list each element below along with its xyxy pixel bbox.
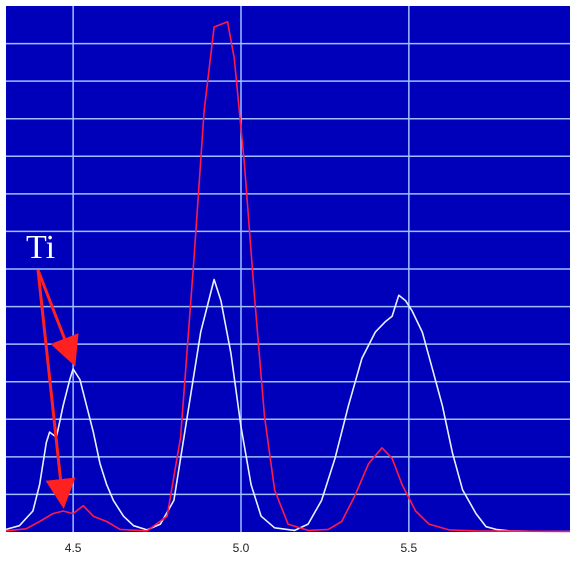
annotation: Ti [26,229,79,509]
horizontal-grid [6,42,570,496]
annotation-arrow-2 [36,269,76,509]
series-line-2 [5,21,571,533]
x-tick-label: 4.5 [65,541,82,555]
vertical-grid [72,6,410,532]
annotation-arrow-1 [36,269,79,367]
series-group [5,21,571,533]
ti-annotation-label: Ti [26,229,55,266]
x-tick-label: 5.5 [401,541,418,555]
x-tick-label: 5.0 [233,541,250,555]
series-line-1 [5,278,570,533]
x-axis-ticks: 4.5 5.0 5.5 [65,541,418,555]
